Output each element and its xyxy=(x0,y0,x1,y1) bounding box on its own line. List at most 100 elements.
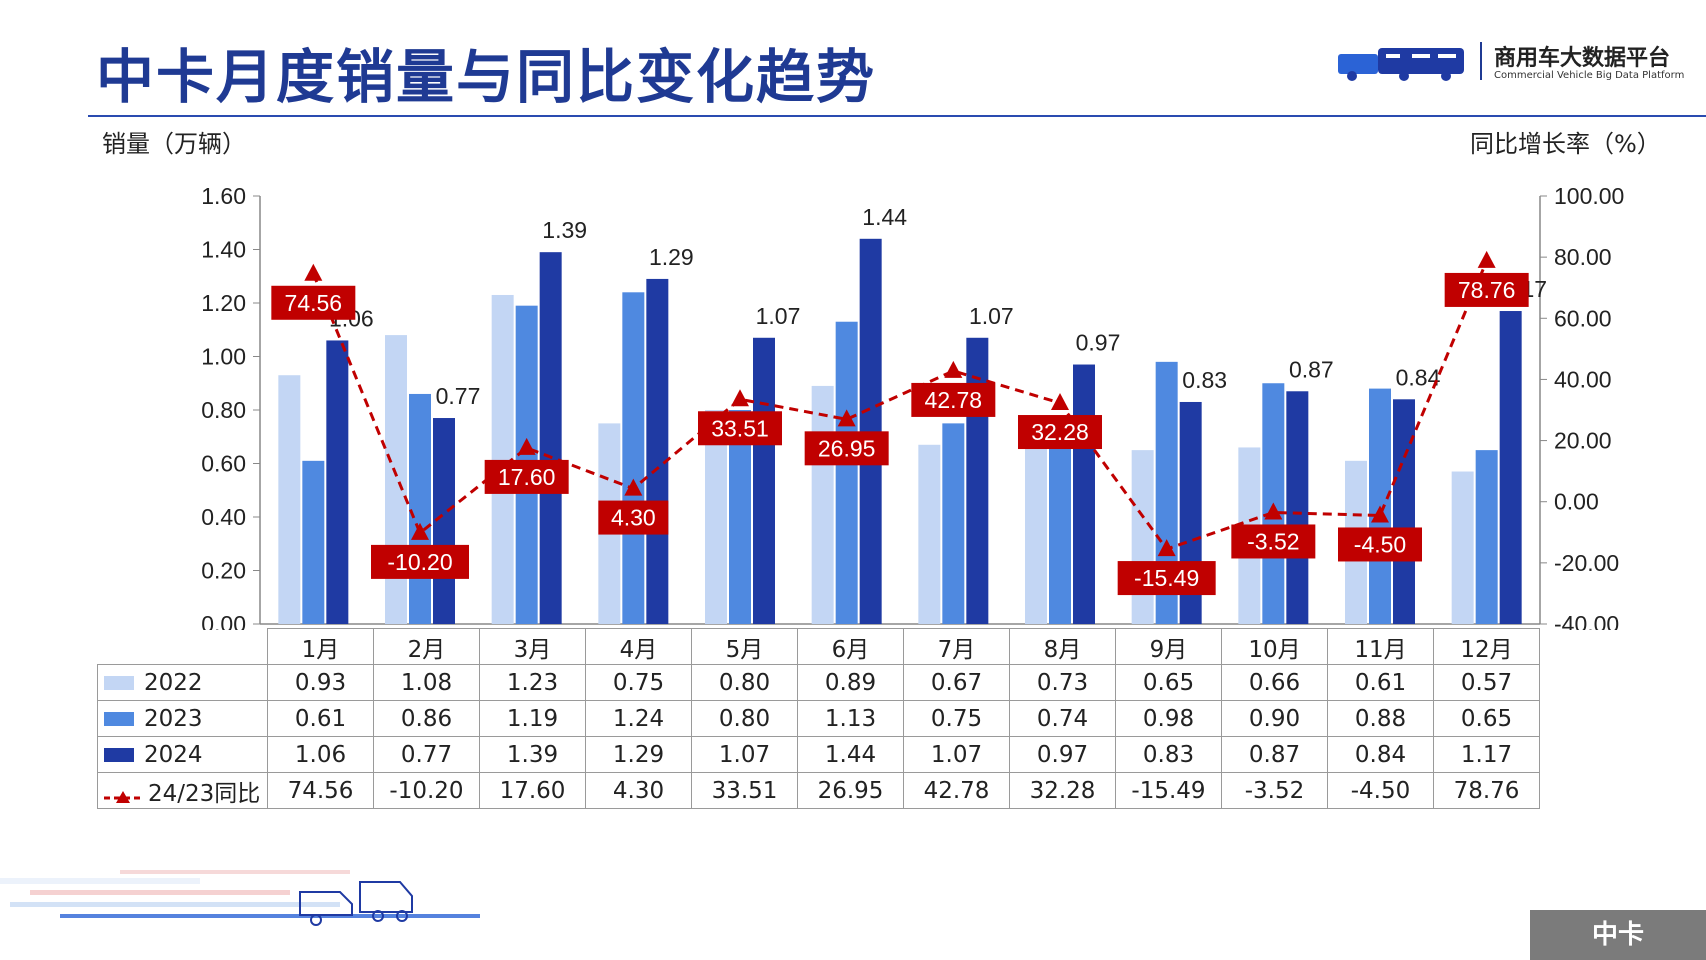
legend-cell: 2024 xyxy=(97,736,268,773)
footer-category-tag: 中卡 xyxy=(1530,910,1706,960)
bar-2023 xyxy=(302,460,325,624)
bar-2024-label: 1.07 xyxy=(969,303,1014,329)
table-cell: 0.86 xyxy=(373,700,480,737)
bar-2024-label: 1.07 xyxy=(756,303,801,329)
yoy-label-box xyxy=(1117,561,1216,596)
month-header-cell: 3月 xyxy=(479,628,586,665)
table-cell: 0.98 xyxy=(1115,700,1222,737)
left-axis-tick-label: 0.80 xyxy=(201,397,246,423)
bar-2022 xyxy=(918,444,941,624)
table-cell: 0.90 xyxy=(1221,700,1328,737)
table-cell: 1.44 xyxy=(797,736,904,773)
month-header-cell: 4月 xyxy=(585,628,692,665)
bar-2024-label: 1.29 xyxy=(649,244,694,270)
yoy-label: 4.30 xyxy=(611,505,656,531)
yoy-label: 74.56 xyxy=(285,290,343,316)
bar-2023 xyxy=(729,410,751,624)
left-axis-tick-label: 1.60 xyxy=(201,183,246,209)
legend-label: 2022 xyxy=(144,669,203,696)
yoy-label-box xyxy=(1018,415,1102,450)
bar-2024-label: 1.44 xyxy=(862,204,907,230)
bar-2024 xyxy=(646,278,669,624)
title-divider xyxy=(88,115,1706,117)
table-cell: 0.89 xyxy=(797,664,904,701)
table-cell: 1.08 xyxy=(373,664,480,701)
right-axis-tick-label: -20.00 xyxy=(1554,550,1619,576)
yoy-label: 78.76 xyxy=(1458,277,1516,303)
month-header-cell: 12月 xyxy=(1433,628,1540,665)
table-cell: 74.56 xyxy=(267,772,374,809)
yoy-label: 33.51 xyxy=(711,415,769,441)
legend-cell: 2022 xyxy=(97,664,268,701)
bar-2024-label: 0.97 xyxy=(1076,330,1121,356)
month-header-cell: 1月 xyxy=(267,628,374,665)
bar-2024-label: 0.83 xyxy=(1182,367,1227,393)
yoy-label: 32.28 xyxy=(1031,419,1089,445)
bar-2023 xyxy=(1475,450,1498,624)
month-header-cell: 11月 xyxy=(1327,628,1434,665)
bar-2024 xyxy=(1073,364,1095,624)
left-axis-tick-label: 0.00 xyxy=(201,611,246,630)
bar-2023 xyxy=(942,423,965,624)
right-axis-tick-label: -40.00 xyxy=(1554,611,1619,630)
yoy-label-box xyxy=(271,285,356,320)
bar-2023 xyxy=(622,292,645,624)
legend-label: 24/23同比 xyxy=(148,780,261,807)
table-cell: 1.23 xyxy=(479,664,586,701)
bar-2022 xyxy=(1131,450,1154,624)
table-cell: -3.52 xyxy=(1221,772,1328,809)
table-cell: 0.65 xyxy=(1433,700,1540,737)
bar-2024-label: 0.77 xyxy=(436,383,481,409)
left-axis-tick-label: 1.40 xyxy=(201,237,246,263)
yoy-label-box xyxy=(698,411,782,446)
yoy-marker xyxy=(731,389,749,407)
yoy-marker xyxy=(624,478,643,496)
page-title: 中卡月度销量与同比变化趋势 xyxy=(96,43,877,111)
data-table: 1月 2月 3月 4月 5月 6月 7月 8月 9月 10月 11月 12月 2022 0.93 1.08 1… xyxy=(97,628,1540,809)
table-row: 2023 0.61 0.86 1.19 1.24 0.80 1.13 0.75 0.74 0.98… xyxy=(97,700,1540,737)
yoy-marker xyxy=(304,263,323,281)
table-cell: 32.28 xyxy=(1009,772,1116,809)
legend-swatch-2022 xyxy=(104,676,134,690)
right-axis-tick-label: 0.00 xyxy=(1554,489,1599,515)
bar-2022 xyxy=(491,294,514,624)
yoy-marker xyxy=(944,360,963,378)
bar-2022 xyxy=(278,375,301,624)
table-cell: 1.13 xyxy=(797,700,904,737)
table-cell: 1.19 xyxy=(479,700,586,737)
table-cell: 0.93 xyxy=(267,664,374,701)
bar-2022 xyxy=(705,410,727,624)
bar-2022 xyxy=(1451,471,1474,624)
logo-chinese-name: 商用车大数据平台 xyxy=(1494,46,1671,71)
table-cell: 0.74 xyxy=(1009,700,1116,737)
table-header-row: 1月 2月 3月 4月 5月 6月 7月 8月 9月 10月 11月 12月 xyxy=(97,628,1540,665)
cvbd-logo-icon xyxy=(1338,48,1464,81)
bar-2024 xyxy=(326,340,349,624)
bar-2022 xyxy=(811,385,834,624)
table-cell: 33.51 xyxy=(691,772,798,809)
right-axis-tick-label: 60.00 xyxy=(1554,305,1612,331)
legend-cell: 24/23同比 xyxy=(97,772,268,809)
yoy-label: -15.49 xyxy=(1134,565,1199,591)
yoy-label: -10.20 xyxy=(387,549,452,575)
table-cell: 0.61 xyxy=(1327,664,1434,701)
left-axis-tick-label: 0.20 xyxy=(201,558,246,584)
table-cell: 0.87 xyxy=(1221,736,1328,773)
right-axis-tick-label: 80.00 xyxy=(1554,244,1612,270)
month-header-cell: 5月 xyxy=(691,628,798,665)
table-cell: -15.49 xyxy=(1115,772,1222,809)
table-cell: 4.30 xyxy=(585,772,692,809)
yoy-label: -4.50 xyxy=(1354,531,1406,557)
month-header-cell: 2月 xyxy=(373,628,480,665)
table-cell: -10.20 xyxy=(373,772,480,809)
table-cell: 0.80 xyxy=(691,700,798,737)
logo-english-name: Commercial Vehicle Big Data Platform xyxy=(1494,70,1685,81)
table-row: 2022 0.93 1.08 1.23 0.75 0.80 0.89 0.67 0.73 0.65… xyxy=(97,664,1540,701)
table-cell: 0.75 xyxy=(585,664,692,701)
table-cell: 1.29 xyxy=(585,736,692,773)
table-cell: 0.65 xyxy=(1115,664,1222,701)
bar-2022 xyxy=(385,335,407,624)
month-header-cell: 9月 xyxy=(1115,628,1222,665)
bar-2024-label: 1.39 xyxy=(542,217,587,243)
left-axis-tick-label: 1.20 xyxy=(201,290,246,316)
